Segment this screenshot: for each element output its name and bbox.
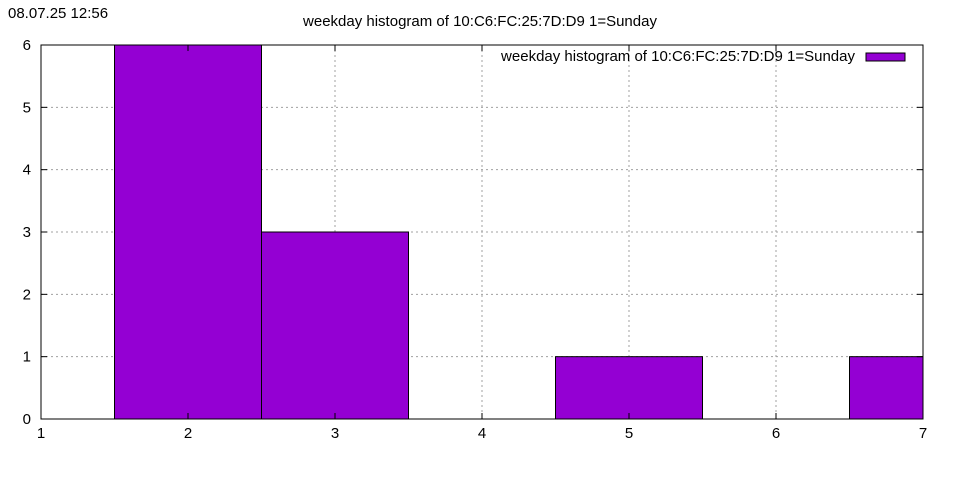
timestamp: 08.07.25 12:56 <box>8 5 108 22</box>
y-tick-label: 3 <box>23 224 31 241</box>
y-tick-label: 2 <box>23 286 31 303</box>
histogram-bar <box>849 356 924 420</box>
chart-title: weekday histogram of 10:C6:FC:25:7D:D9 1… <box>302 13 657 30</box>
x-tick-label: 3 <box>331 425 339 442</box>
histogram-bar <box>555 356 703 420</box>
y-tick-label: 0 <box>23 411 31 428</box>
y-tick-label: 6 <box>23 37 31 54</box>
x-tick-label: 7 <box>919 425 927 442</box>
histogram-bar <box>261 231 409 420</box>
x-tick-label: 6 <box>772 425 780 442</box>
x-tick-label: 4 <box>478 425 486 442</box>
legend-label: weekday histogram of 10:C6:FC:25:7D:D9 1… <box>500 48 855 65</box>
legend: weekday histogram of 10:C6:FC:25:7D:D9 1… <box>500 48 906 65</box>
x-tick-label: 2 <box>184 425 192 442</box>
legend-swatch <box>865 52 906 62</box>
y-tick-label: 5 <box>23 99 31 116</box>
y-tick-label: 4 <box>23 162 31 179</box>
x-tick-label: 1 <box>37 425 45 442</box>
histogram-bar <box>114 44 262 420</box>
y-tick-label: 1 <box>23 349 31 366</box>
x-tick-label: 5 <box>625 425 633 442</box>
